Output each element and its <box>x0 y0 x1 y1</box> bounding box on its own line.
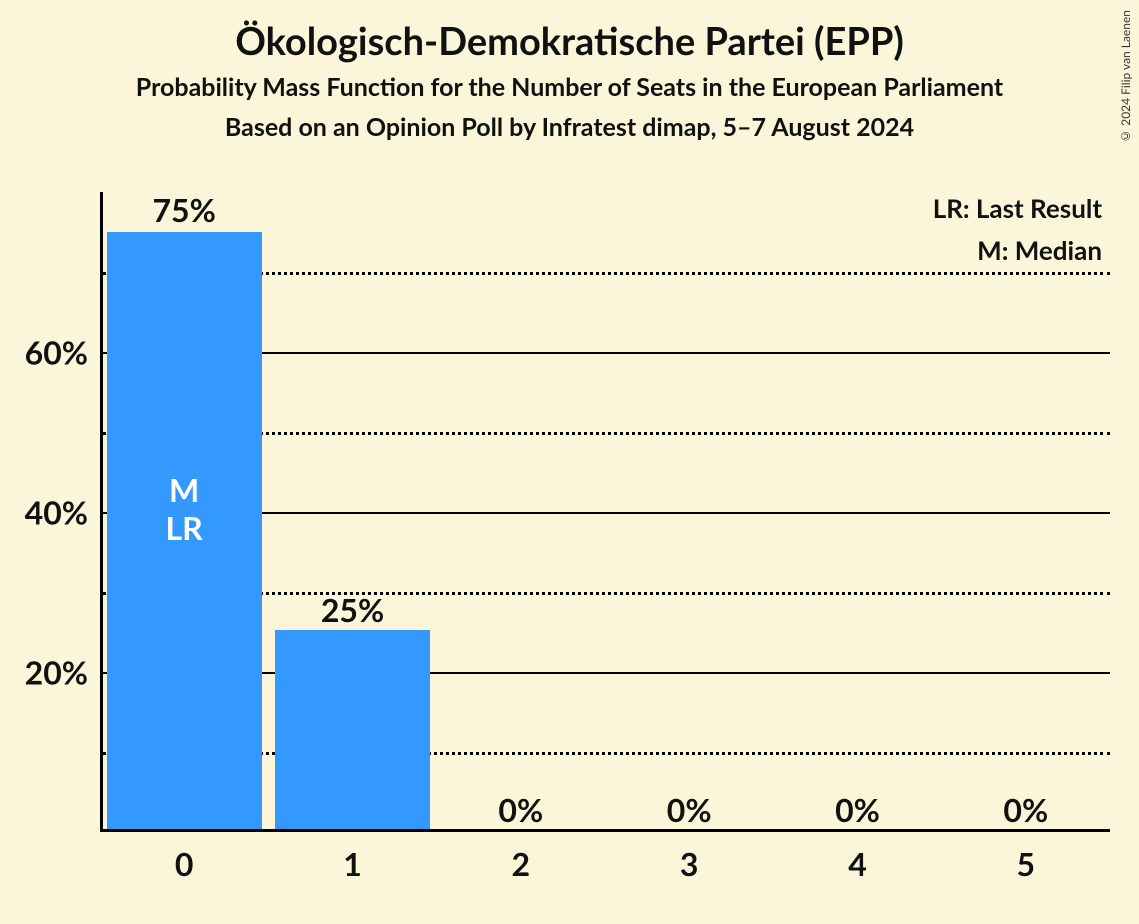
bar-value-label: 0% <box>498 790 543 829</box>
chart-legend: LR: Last Result M: Median <box>933 192 1102 276</box>
legend-lr: LR: Last Result <box>933 192 1102 224</box>
x-axis-tick-label: 0 <box>175 844 194 883</box>
bar <box>275 630 430 829</box>
chart-subtitle-1: Probability Mass Function for the Number… <box>0 72 1139 102</box>
legend-m: M: Median <box>933 234 1102 266</box>
chart-plot-area: 75% MLR 25% 0% 0% 0% 0% LR: Last Result M: Med… <box>100 192 1110 832</box>
x-axis-line <box>100 829 1110 832</box>
x-axis-tick-label: 5 <box>1017 844 1036 883</box>
bar-value-label: 0% <box>835 790 880 829</box>
x-axis-tick-label: 3 <box>680 844 699 883</box>
y-axis-tick-label: 20% <box>0 653 88 692</box>
bar-value-label: 0% <box>1003 790 1048 829</box>
chart-subtitle-2: Based on an Opinion Poll by Infratest di… <box>0 112 1139 142</box>
bar-median-lr-label: MLR <box>166 471 203 548</box>
bar-value-label: 75% <box>152 190 215 229</box>
x-axis-tick-label: 1 <box>343 844 362 883</box>
x-axis-tick-label: 4 <box>848 844 867 883</box>
bar-value-label: 0% <box>667 790 712 829</box>
x-axis-tick-label: 2 <box>512 844 531 883</box>
copyright-label: © 2024 Filip van Laenen <box>1118 10 1133 144</box>
y-axis-tick-label: 60% <box>0 333 88 372</box>
chart-title: Ökologisch-Demokratische Partei (EPP) <box>0 18 1139 64</box>
bar-value-label: 25% <box>321 590 384 629</box>
y-axis-tick-label: 40% <box>0 493 88 532</box>
